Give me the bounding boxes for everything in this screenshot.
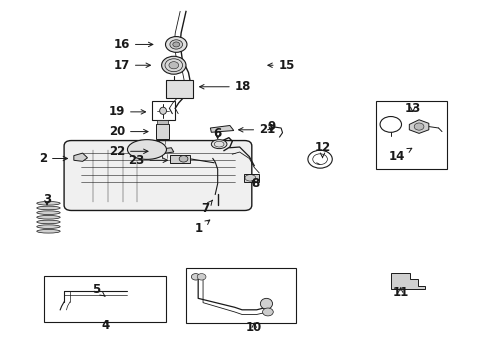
Ellipse shape	[159, 107, 166, 114]
Polygon shape	[390, 273, 424, 289]
Bar	[43, 276, 165, 321]
Text: 9: 9	[266, 120, 275, 133]
Circle shape	[169, 40, 182, 49]
Bar	[375, 101, 446, 169]
Text: 15: 15	[267, 59, 294, 72]
Text: 1: 1	[195, 220, 209, 235]
Circle shape	[172, 42, 179, 47]
Text: 7: 7	[201, 200, 212, 215]
Text: 5: 5	[91, 283, 105, 296]
Ellipse shape	[37, 202, 60, 205]
Text: 22: 22	[108, 145, 148, 158]
Bar	[244, 174, 259, 182]
Bar	[152, 102, 174, 120]
Ellipse shape	[37, 216, 60, 219]
Ellipse shape	[37, 211, 60, 215]
Ellipse shape	[37, 220, 60, 224]
Ellipse shape	[197, 274, 205, 280]
Text: 4: 4	[101, 319, 109, 332]
Text: 10: 10	[245, 320, 262, 333]
Text: 19: 19	[108, 105, 145, 118]
Text: 11: 11	[391, 287, 408, 300]
Text: 3: 3	[43, 193, 51, 206]
Polygon shape	[155, 148, 173, 154]
Circle shape	[161, 56, 185, 74]
Bar	[157, 120, 168, 125]
Text: 8: 8	[250, 177, 259, 190]
Ellipse shape	[191, 274, 200, 280]
Ellipse shape	[262, 308, 273, 316]
Text: 13: 13	[404, 102, 420, 115]
Polygon shape	[408, 120, 428, 134]
Ellipse shape	[37, 229, 60, 233]
Ellipse shape	[37, 225, 60, 228]
Circle shape	[413, 123, 423, 130]
FancyBboxPatch shape	[64, 140, 251, 211]
Bar	[185, 268, 295, 323]
Circle shape	[168, 62, 178, 69]
Ellipse shape	[260, 298, 272, 309]
Polygon shape	[74, 153, 87, 161]
Bar	[166, 80, 193, 98]
Ellipse shape	[37, 206, 60, 210]
Text: 18: 18	[199, 80, 251, 93]
Text: 12: 12	[314, 141, 330, 158]
Ellipse shape	[127, 140, 166, 159]
Text: 16: 16	[113, 38, 153, 51]
Text: 6: 6	[213, 127, 222, 140]
Bar	[156, 125, 169, 139]
Text: 2: 2	[39, 152, 67, 165]
Ellipse shape	[211, 140, 226, 149]
Circle shape	[165, 37, 186, 52]
Text: 17: 17	[113, 59, 150, 72]
Text: 21: 21	[238, 123, 275, 136]
Polygon shape	[210, 126, 233, 132]
Text: 14: 14	[388, 148, 411, 163]
Text: 23: 23	[128, 154, 167, 167]
Ellipse shape	[179, 156, 187, 162]
Bar	[170, 155, 189, 163]
Text: 20: 20	[108, 125, 148, 138]
